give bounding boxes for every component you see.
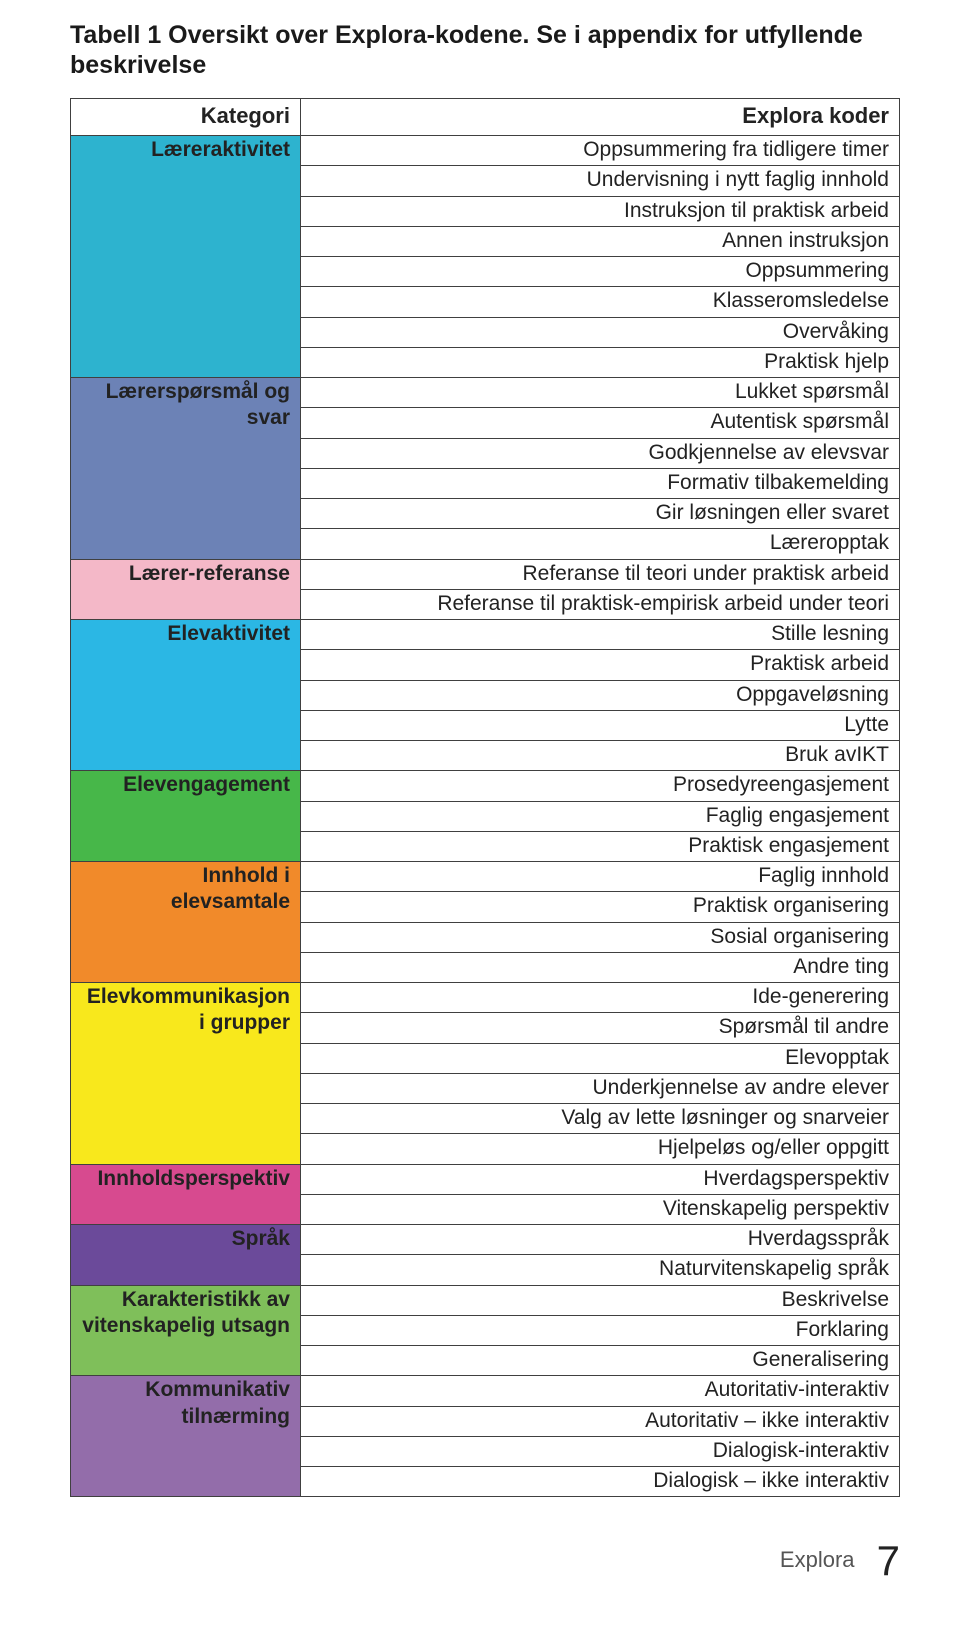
- code-cell: Generalisering: [301, 1346, 900, 1376]
- code-cell: Autoritativ – ikke interaktiv: [301, 1406, 900, 1436]
- page-footer: Explora 7: [70, 1537, 900, 1585]
- code-cell: Oppsummering: [301, 257, 900, 287]
- table-row: InnholdsperspektivHverdagsperspektiv: [71, 1164, 900, 1194]
- table-row: LæreraktivitetOppsummering fra tidligere…: [71, 136, 900, 166]
- code-cell: Stille lesning: [301, 620, 900, 650]
- code-cell: Overvåking: [301, 317, 900, 347]
- code-cell: Gir løsningen eller svaret: [301, 499, 900, 529]
- codes-table: Kategori Explora koder LæreraktivitetOpp…: [70, 98, 900, 1497]
- category-cell: Elevkommunikasjon i grupper: [71, 983, 301, 1165]
- code-cell: Praktisk organisering: [301, 892, 900, 922]
- code-cell: Godkjennelse av elevsvar: [301, 438, 900, 468]
- category-cell: Innhold i elevsamtale: [71, 862, 301, 983]
- page-number: 7: [877, 1537, 900, 1585]
- code-cell: Hverdagsperspektiv: [301, 1164, 900, 1194]
- code-cell: Vitenskapelig perspektiv: [301, 1194, 900, 1224]
- code-cell: Lukket spørsmål: [301, 378, 900, 408]
- page-title: Tabell 1 Oversikt over Explora-kodene. S…: [70, 20, 900, 80]
- code-cell: Undervisning i nytt faglig innhold: [301, 166, 900, 196]
- col-header-category: Kategori: [71, 99, 301, 136]
- code-cell: Praktisk engasjement: [301, 831, 900, 861]
- code-cell: Underkjennelse av andre elever: [301, 1073, 900, 1103]
- table-row: Kommunikativ tilnærmingAutoritativ-inter…: [71, 1376, 900, 1406]
- category-cell: Karakteristikk av vitenskapelig utsagn: [71, 1285, 301, 1376]
- code-cell: Klasseromsledelse: [301, 287, 900, 317]
- code-cell: Spørsmål til andre: [301, 1013, 900, 1043]
- table-row: Elevkommunikasjon i grupperIde-genererin…: [71, 983, 900, 1013]
- col-header-codes: Explora koder: [301, 99, 900, 136]
- code-cell: Autentisk spørsmål: [301, 408, 900, 438]
- table-header-row: Kategori Explora koder: [71, 99, 900, 136]
- category-cell: Elevengagement: [71, 771, 301, 862]
- table-row: Lærerspørsmål og svarLukket spørsmål: [71, 378, 900, 408]
- code-cell: Praktisk arbeid: [301, 650, 900, 680]
- table-row: Innhold i elevsamtaleFaglig innhold: [71, 862, 900, 892]
- code-cell: Annen instruksjon: [301, 226, 900, 256]
- code-cell: Elevopptak: [301, 1043, 900, 1073]
- code-cell: Dialogisk-interaktiv: [301, 1436, 900, 1466]
- code-cell: Referanse til teori under praktisk arbei…: [301, 559, 900, 589]
- table-row: Karakteristikk av vitenskapelig utsagnBe…: [71, 1285, 900, 1315]
- code-cell: Ide-generering: [301, 983, 900, 1013]
- code-cell: Sosial organisering: [301, 922, 900, 952]
- category-cell: Innholdsperspektiv: [71, 1164, 301, 1225]
- footer-label: Explora: [780, 1547, 855, 1572]
- table-row: Lærer-referanseReferanse til teori under…: [71, 559, 900, 589]
- code-cell: Oppgaveløsning: [301, 680, 900, 710]
- table-row: ElevengagementProsedyreengasjement: [71, 771, 900, 801]
- category-cell: Språk: [71, 1225, 301, 1286]
- code-cell: Læreropptak: [301, 529, 900, 559]
- code-cell: Oppsummering fra tidligere timer: [301, 136, 900, 166]
- code-cell: Dialogisk – ikke interaktiv: [301, 1467, 900, 1497]
- category-cell: Læreraktivitet: [71, 136, 301, 378]
- code-cell: Hverdagsspråk: [301, 1225, 900, 1255]
- category-cell: Kommunikativ tilnærming: [71, 1376, 301, 1497]
- code-cell: Faglig innhold: [301, 862, 900, 892]
- code-cell: Praktisk hjelp: [301, 347, 900, 377]
- code-cell: Autoritativ-interaktiv: [301, 1376, 900, 1406]
- table-row: ElevaktivitetStille lesning: [71, 620, 900, 650]
- category-cell: Elevaktivitet: [71, 620, 301, 771]
- code-cell: Formativ tilbakemelding: [301, 468, 900, 498]
- code-cell: Instruksjon til praktisk arbeid: [301, 196, 900, 226]
- code-cell: Bruk avIKT: [301, 741, 900, 771]
- category-cell: Lærerspørsmål og svar: [71, 378, 301, 560]
- code-cell: Naturvitenskapelig språk: [301, 1255, 900, 1285]
- category-cell: Lærer-referanse: [71, 559, 301, 620]
- code-cell: Hjelpeløs og/eller oppgitt: [301, 1134, 900, 1164]
- code-cell: Beskrivelse: [301, 1285, 900, 1315]
- table-row: SpråkHverdagsspråk: [71, 1225, 900, 1255]
- code-cell: Valg av lette løsninger og snarveier: [301, 1104, 900, 1134]
- code-cell: Prosedyreengasjement: [301, 771, 900, 801]
- code-cell: Forklaring: [301, 1315, 900, 1345]
- code-cell: Andre ting: [301, 952, 900, 982]
- code-cell: Referanse til praktisk-empirisk arbeid u…: [301, 589, 900, 619]
- code-cell: Faglig engasjement: [301, 801, 900, 831]
- code-cell: Lytte: [301, 710, 900, 740]
